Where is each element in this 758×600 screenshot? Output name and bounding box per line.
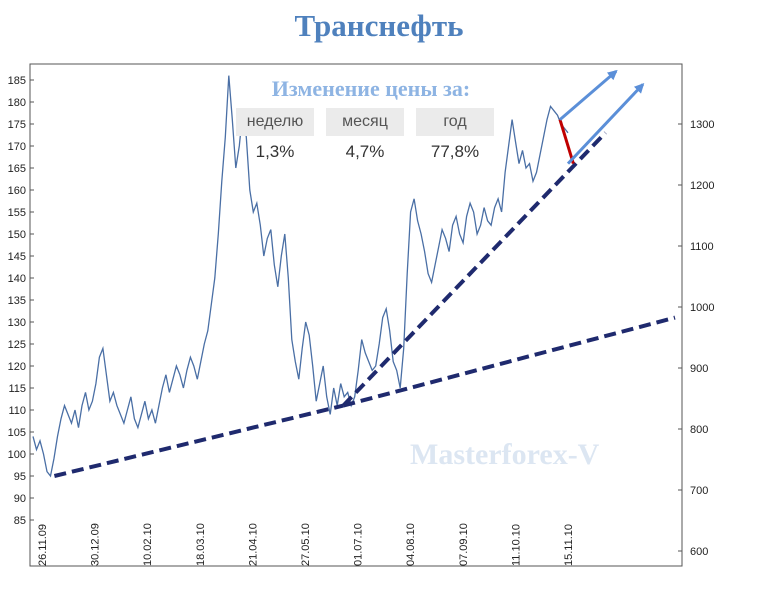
left-tick-label: 105 bbox=[8, 427, 26, 439]
left-tick-label: 150 bbox=[8, 229, 26, 241]
period-month-value: 4,7% bbox=[345, 142, 385, 161]
price-line bbox=[32, 75, 569, 478]
period-year-value: 77,8% bbox=[430, 142, 480, 161]
left-tick-label: 140 bbox=[8, 273, 26, 285]
left-tick-label: 125 bbox=[8, 339, 26, 351]
x-tick-label: 21.04.10 bbox=[247, 523, 259, 566]
left-tick-label: 130 bbox=[8, 317, 26, 329]
left-tick-label: 135 bbox=[8, 295, 26, 307]
left-tick-label: 110 bbox=[8, 405, 26, 417]
red-segment bbox=[558, 119, 575, 165]
period-month-label: месяц bbox=[326, 108, 404, 136]
left-tick-label: 185 bbox=[8, 75, 26, 87]
left-tick-label: 180 bbox=[8, 97, 26, 109]
right-tick-label: 600 bbox=[690, 546, 708, 558]
left-tick-label: 145 bbox=[8, 251, 26, 263]
right-axis: 600 700 800 900 1000 1100 1200 1300 bbox=[678, 119, 714, 558]
left-tick-label: 170 bbox=[8, 141, 26, 153]
price-change-panel: Изменение цены за: неделю месяц год 1,3%… bbox=[236, 76, 506, 168]
x-tick-label: 27.05.10 bbox=[300, 523, 312, 566]
chart-title: Транснефть bbox=[294, 8, 464, 43]
plot-frame bbox=[29, 63, 683, 567]
x-tick-label: 04.08.10 bbox=[405, 523, 417, 566]
watermark: Masterforex-V bbox=[410, 438, 600, 471]
x-tick-label: 11.10.10 bbox=[510, 524, 522, 566]
left-tick-label: 90 bbox=[14, 493, 26, 505]
left-axis: 85 90 95 100 105 110 115 120 125 130 135 140 145 150 1… bbox=[8, 75, 34, 527]
x-tick-label: 07.09.10 bbox=[458, 523, 470, 566]
right-tick-label: 1100 bbox=[690, 241, 714, 253]
left-tick-label: 120 bbox=[8, 361, 26, 373]
right-tick-label: 1200 bbox=[690, 180, 714, 192]
right-tick-label: 800 bbox=[690, 424, 708, 436]
right-tick-label: 700 bbox=[690, 485, 708, 497]
arrow bbox=[558, 69, 618, 121]
left-tick-label: 175 bbox=[8, 119, 26, 131]
x-axis: 26.11.09 30.12.09 10.02.10 18.03.10 21.04.10… bbox=[37, 523, 575, 566]
arrow bbox=[566, 82, 645, 165]
period-week-value: 1,3% bbox=[255, 142, 295, 161]
left-tick-label: 165 bbox=[8, 163, 26, 175]
x-tick-label: 10.02.10 bbox=[142, 523, 154, 566]
period-year-label: год bbox=[416, 108, 494, 136]
x-tick-label: 30.12.09 bbox=[90, 523, 102, 566]
right-tick-label: 1300 bbox=[690, 119, 714, 131]
trendline bbox=[53, 403, 344, 478]
right-tick-label: 900 bbox=[690, 363, 708, 375]
x-tick-label: 26.11.09 bbox=[37, 524, 49, 566]
price-change-periods: неделю месяц год bbox=[236, 108, 506, 136]
price-change-heading: Изменение цены за: bbox=[271, 76, 471, 101]
left-tick-label: 95 bbox=[14, 471, 26, 483]
left-tick-label: 160 bbox=[8, 185, 26, 197]
x-tick-label: 15.11.10 bbox=[563, 524, 575, 566]
period-week-label: неделю bbox=[236, 108, 314, 136]
left-tick-label: 115 bbox=[8, 383, 26, 395]
left-tick-label: 85 bbox=[14, 515, 26, 527]
trendline bbox=[342, 315, 676, 408]
left-tick-label: 155 bbox=[8, 207, 26, 219]
left-tick-label: 100 bbox=[8, 449, 26, 461]
right-tick-label: 1000 bbox=[690, 302, 714, 314]
x-tick-label: 01.07.10 bbox=[353, 523, 365, 566]
annotations bbox=[53, 69, 676, 478]
trendline bbox=[341, 131, 607, 407]
x-tick-label: 18.03.10 bbox=[195, 523, 207, 566]
price-change-values: 1,3% 4,7% 77,8% bbox=[236, 136, 506, 168]
